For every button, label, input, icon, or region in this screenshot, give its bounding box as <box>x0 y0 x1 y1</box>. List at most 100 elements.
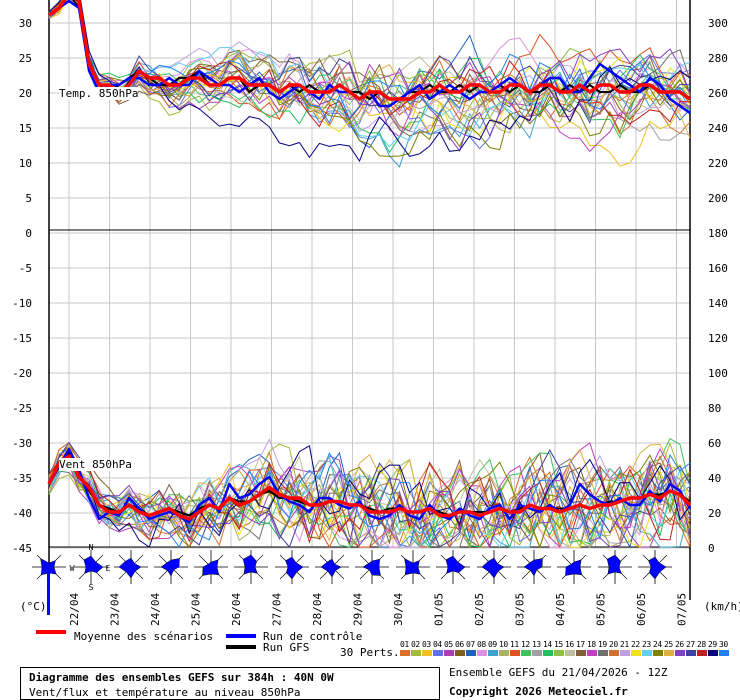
legend-gfs-line <box>226 645 256 649</box>
chart-subtitle: Vent/flux et température au niveau 850hP… <box>29 686 301 699</box>
pert-legend-swatch <box>620 650 630 656</box>
y-tick-left: 5 <box>25 192 32 205</box>
pert-temp-line <box>48 0 691 139</box>
wind-rose <box>83 555 104 574</box>
compass-letter: S <box>89 583 94 592</box>
pert-legend-number: 21 <box>620 640 629 649</box>
wind-rose <box>160 558 180 577</box>
pert-legend-number: 15 <box>554 640 563 649</box>
x-tick-label: 01/05 <box>433 593 446 626</box>
y-tick-left: -35 <box>12 472 32 485</box>
compass-letter: E <box>106 564 111 573</box>
pert-legend-swatch <box>642 650 652 656</box>
pert-legend-swatch <box>543 650 553 656</box>
pert-wind-line <box>48 458 691 545</box>
legend-mean-label: Moyenne des scénarios <box>74 630 214 643</box>
pert-legend-swatch <box>675 650 685 656</box>
pert-temp-line <box>48 0 691 149</box>
pert-wind-line <box>48 452 691 544</box>
pert-legend-swatch <box>576 650 586 656</box>
pert-legend-number: 24 <box>653 640 662 649</box>
y-tick-right: 100 <box>708 367 728 380</box>
wind-rose <box>606 554 622 575</box>
pert-legend-swatch <box>719 650 729 656</box>
wind-rose <box>285 556 304 580</box>
pert-temp-line <box>48 0 691 157</box>
pert-legend-number: 17 <box>576 640 585 649</box>
x-tick-label: 02/05 <box>473 593 486 626</box>
wind-rose-bar <box>47 567 50 615</box>
pert-wind-line <box>48 452 691 549</box>
x-tick-label: 06/05 <box>635 593 648 626</box>
run-info: Ensemble GEFS du 21/04/2026 - 12Z <box>449 666 668 679</box>
pert-legend-swatch <box>532 650 542 656</box>
y-tick-left: -20 <box>12 367 32 380</box>
x-tick-label: 28/04 <box>311 593 324 626</box>
pert-wind-line <box>48 450 691 549</box>
mean-wind-line <box>47 454 692 521</box>
pert-legend-swatch <box>686 650 696 656</box>
pert-legend-swatch <box>466 650 476 656</box>
x-tick-label: 25/04 <box>190 593 203 626</box>
control-wind-line <box>47 447 692 524</box>
pert-legend-number: 12 <box>521 640 530 649</box>
pert-legend-number: 22 <box>631 640 640 649</box>
y-tick-right: 160 <box>708 262 728 275</box>
pert-legend-swatch <box>499 650 509 656</box>
pert-legend-number: 14 <box>543 640 552 649</box>
y-tick-right: 120 <box>708 332 728 345</box>
pert-wind-line <box>48 452 691 548</box>
pert-wind-line <box>48 447 691 549</box>
x-tick-label: 24/04 <box>149 593 162 626</box>
pert-legend-number: 03 <box>422 640 431 649</box>
y-tick-right: 20 <box>708 507 721 520</box>
wind-rose <box>320 558 342 578</box>
x-tick-label: 22/04 <box>68 593 81 626</box>
pert-legend-number: 25 <box>664 640 673 649</box>
pert-legend-swatch <box>598 650 608 656</box>
wind-roses: N S E W <box>32 543 672 615</box>
wind-rose <box>523 558 543 577</box>
wind-rose <box>118 557 142 579</box>
pert-temp-line <box>48 0 691 123</box>
wind-panel-label: Vent 850hPa <box>59 458 132 471</box>
pert-legend-swatch <box>521 650 531 656</box>
pert-legend-number: 20 <box>609 640 618 649</box>
pert-legend-swatch <box>631 650 641 656</box>
main-series <box>47 0 692 524</box>
x-axis-labels: 22/04 23/04 24/04 25/04 26/04 27/04 28/04 29/04… <box>68 593 689 626</box>
pert-legend-number: 06 <box>455 640 464 649</box>
x-tick-label: 30/04 <box>392 593 405 626</box>
gfs-temp-line <box>48 0 691 100</box>
info-box: Diagramme des ensembles GEFS sur 384h : … <box>20 667 440 700</box>
y-tick-right: 180 <box>708 227 728 240</box>
pert-temp-line <box>48 0 691 125</box>
pert-legend-swatch <box>422 650 432 656</box>
pert-legend-swatch <box>400 650 410 656</box>
y-tick-left: -40 <box>12 507 32 520</box>
pert-legend-number: 18 <box>587 640 596 649</box>
left-unit-label: (°C) <box>20 600 47 613</box>
temp-panel-label: Temp. 850hPa <box>59 87 139 100</box>
legend-perts-label: 30 Perts. <box>340 646 400 659</box>
pert-legend-number: 09 <box>488 640 497 649</box>
pert-legend-swatch <box>697 650 707 656</box>
pert-legend-swatch <box>554 650 564 656</box>
x-tick-label: 23/04 <box>109 593 122 626</box>
y-tick-right: 260 <box>708 87 728 100</box>
legend-mean-line <box>36 630 66 634</box>
chart-title: Diagramme des ensembles GEFS sur 384h : … <box>29 671 334 684</box>
x-tick-label: 03/05 <box>514 593 527 626</box>
x-tick-label: 07/05 <box>676 593 689 626</box>
pert-temp-line <box>48 0 691 135</box>
compass-letter: N <box>89 543 94 552</box>
wind-rose <box>481 557 505 579</box>
pert-legend-number: 19 <box>598 640 607 649</box>
y-tick-left: -30 <box>12 437 32 450</box>
pert-legend-number: 30 <box>719 640 728 649</box>
wind-rose <box>648 556 667 580</box>
wind-rose <box>565 559 583 576</box>
legend-control-line <box>226 634 256 638</box>
y-tick-left: -45 <box>12 542 32 555</box>
